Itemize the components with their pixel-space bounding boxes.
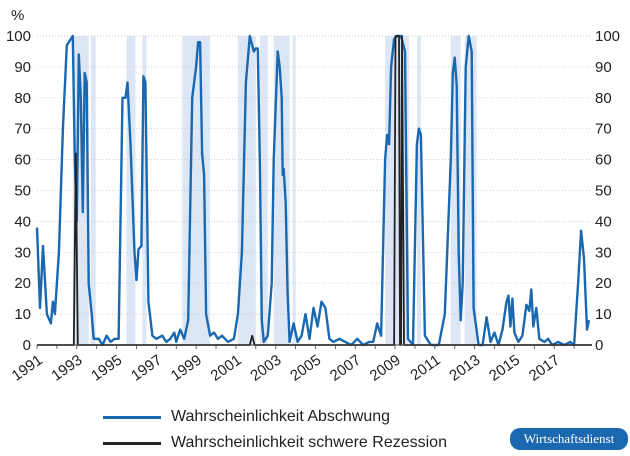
y-tick-label-left: 70 (14, 121, 31, 138)
x-tick-label: 2013 (446, 352, 483, 385)
x-tick-label: 2007 (327, 352, 364, 385)
y-tick-label-right: 20 (595, 275, 612, 292)
recession-band (464, 36, 477, 345)
recession-band (450, 36, 461, 345)
y-tick-label-right: 10 (595, 306, 612, 323)
x-tick-label: 1993 (48, 352, 85, 385)
y-tick-label-right: 60 (595, 152, 612, 169)
recession-band (90, 36, 96, 345)
y-tick-label-left: 100 (6, 28, 31, 45)
x-tick-label: 1999 (168, 352, 205, 385)
y-tick-label-right: 40 (595, 213, 612, 230)
x-tick-label: 1995 (88, 352, 125, 385)
series-lines (35, 34, 592, 347)
x-tick-label: 2003 (247, 352, 284, 385)
y-tick-label-right: 70 (595, 121, 612, 138)
x-tick-label: 1997 (128, 352, 165, 385)
legend: Wahrscheinlichkeit Abschwung Wahrscheinl… (103, 404, 447, 456)
x-tick-label: 2011 (407, 352, 443, 384)
legend-swatch-black (103, 441, 161, 445)
recession-band (273, 36, 290, 345)
y-tick-label-left: 30 (14, 244, 31, 261)
series-line-abschwung (35, 34, 591, 347)
legend-label-rezession: Wahrscheinlichkeit schwere Rezession (171, 434, 447, 451)
y-axis-unit-label: % (11, 7, 24, 24)
legend-swatch-blue (103, 415, 161, 419)
y-tick-label-left: 40 (14, 213, 31, 230)
recession-band (259, 36, 268, 345)
recession-band (142, 36, 147, 345)
y-tick-label-right: 30 (595, 244, 612, 261)
x-tick-label: 2015 (486, 352, 523, 385)
y-tick-label-left: 90 (14, 59, 31, 76)
legend-item-rezession: Wahrscheinlichkeit schwere Rezession (103, 430, 447, 456)
recession-band (237, 36, 256, 345)
y-tick-label-right: 100 (595, 28, 620, 45)
x-tick-label: 2009 (367, 352, 404, 385)
y-tick-label-right: 90 (595, 59, 612, 76)
x-tick-label: 1991 (9, 352, 46, 385)
recession-band (292, 36, 296, 345)
axes: 0 0 10 10 20 20 30 30 40 40 50 50 60 60 70 70 80 80 90 90 10… (6, 28, 620, 385)
y-tick-label-left: 60 (14, 152, 31, 169)
y-tick-label-right: 80 (595, 90, 612, 107)
y-tick-label-left: 0 (23, 337, 31, 354)
y-tick-label-left: 10 (14, 306, 31, 323)
y-tick-label-left: 80 (14, 90, 31, 107)
x-tick-label: 2005 (287, 352, 324, 385)
line-chart: 0 0 10 10 20 20 30 30 40 40 50 50 60 60 70 70 80 80 90 90 10… (6, 7, 620, 385)
y-tick-label-right: 0 (595, 337, 603, 354)
wirtschaftsdienst-logo: Wirtschaftsdienst (510, 428, 628, 450)
legend-item-abschwung: Wahrscheinlichkeit Abschwung (103, 404, 447, 430)
y-tick-label-right: 50 (595, 183, 612, 200)
series-line-rezession (37, 35, 592, 346)
y-tick-label-left: 50 (14, 183, 31, 200)
x-tick-label: 2001 (208, 352, 245, 385)
legend-label-abschwung: Wahrscheinlichkeit Abschwung (171, 408, 391, 425)
y-tick-label-left: 20 (14, 275, 31, 292)
x-tick-label: 2017 (526, 352, 563, 385)
